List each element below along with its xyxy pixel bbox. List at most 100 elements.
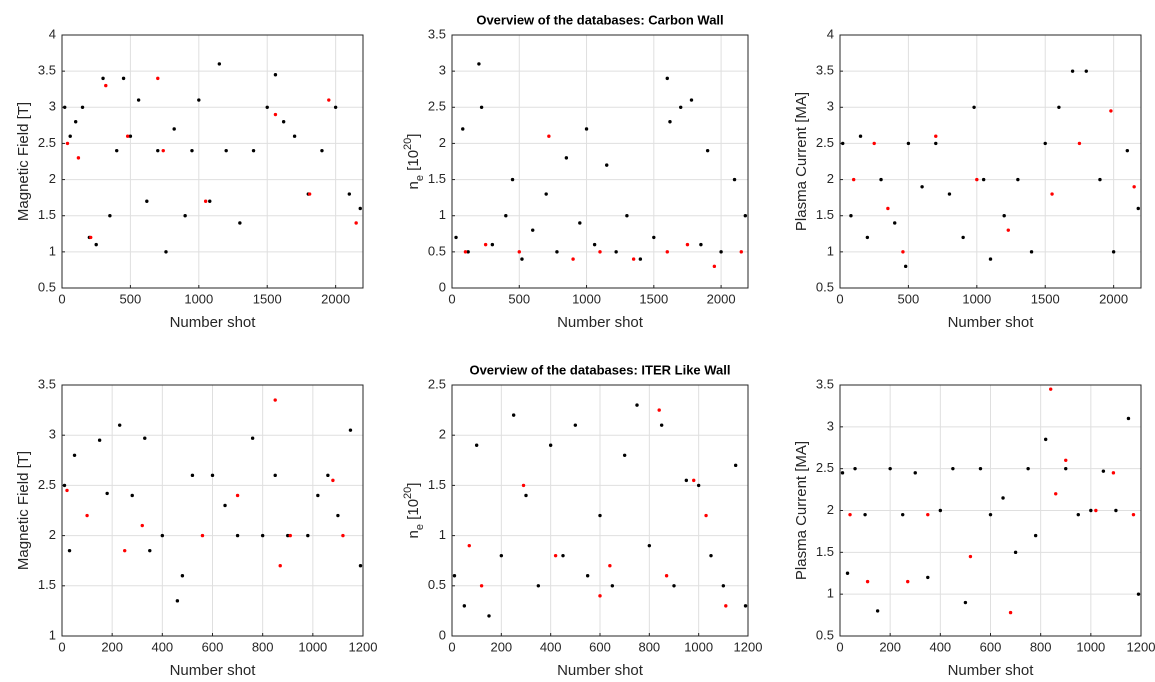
scatter-point (638, 257, 643, 261)
scatter-point (499, 553, 504, 558)
scatter-point (125, 134, 130, 138)
scatter-point (934, 141, 938, 146)
scatter-point (1043, 437, 1048, 442)
scatter-point (934, 134, 938, 138)
scatter-point (347, 192, 352, 196)
scatter-point (614, 250, 618, 254)
scatter-point (85, 513, 89, 518)
scatter-point (273, 112, 278, 117)
scatter-point (483, 242, 488, 247)
scatter-point (913, 471, 917, 475)
scatter-point (63, 105, 67, 109)
x-tick-label: 1000 (1076, 639, 1105, 654)
x-tick-label: 0 (58, 639, 65, 654)
scatter-point (733, 463, 738, 468)
scatter-point (504, 214, 508, 218)
scatter-point (920, 185, 924, 189)
scatter-point (709, 553, 713, 558)
scatter-point (143, 436, 147, 440)
scatter-point (988, 257, 993, 261)
x-tick-label: 400 (540, 639, 562, 654)
scatter-point (292, 134, 297, 138)
scatter-point (260, 533, 265, 538)
scatter-point (975, 177, 979, 182)
y-tick-label: 2.5 (428, 99, 446, 114)
scatter-point (130, 493, 134, 498)
y-tick-label: 2 (827, 502, 834, 517)
y-tick-label: 2 (49, 527, 56, 542)
y-tick-label: 1 (827, 243, 834, 258)
scatter-point (1008, 610, 1013, 615)
scatter-point (689, 98, 694, 102)
scatter-point (172, 127, 176, 131)
scatter-point (848, 512, 852, 517)
scatter-point (1054, 492, 1058, 496)
x-tick-label: 1000 (962, 291, 991, 306)
y-axis-label: Magnetic Field [T] (15, 102, 32, 221)
y-tick-label: 1 (49, 243, 56, 258)
scatter-point (190, 148, 194, 153)
scatter-point (164, 250, 168, 254)
x-tick-label: 0 (448, 639, 455, 654)
scatter-point (705, 148, 710, 153)
scatter-point (348, 428, 353, 432)
plot-area (62, 35, 363, 288)
chart-title: Overview of the databases: ITER Like Wal… (469, 362, 730, 377)
y-tick-label: 3 (827, 99, 834, 114)
scatter-point (635, 403, 639, 407)
scatter-point (631, 257, 636, 261)
y-tick-label: 0 (439, 279, 446, 294)
scatter-point (1109, 109, 1113, 113)
x-tick-label: 1500 (639, 291, 668, 306)
scatter-point (104, 83, 108, 88)
panel: 0 200 400 600 800 1000 1200 0 0.5 1 1.5 2 2.5 Number … (402, 362, 763, 679)
panel: 0 500 1000 1500 2000 0.5 1 1.5 2 2.5 3 3.5 4 Number s… (793, 26, 1142, 331)
scatter-point (853, 466, 857, 471)
y-tick-label: 2.5 (38, 135, 56, 150)
scatter-point (668, 120, 672, 124)
scatter-point (1136, 592, 1141, 596)
scatter-point (180, 574, 185, 578)
scatter-point (1057, 105, 1061, 109)
scatter-point (145, 199, 149, 203)
scatter-point (1026, 466, 1030, 471)
panel: 0 200 400 600 800 1000 1200 1 1.5 2 2.5 3 3.5 Number … (15, 376, 377, 679)
scatter-point (906, 579, 910, 584)
y-tick-label: 3.5 (428, 26, 446, 41)
x-tick-label: 500 (120, 291, 142, 306)
scatter-point (657, 408, 661, 412)
y-label-part: Plasma Current [MA] (793, 92, 810, 231)
y-tick-label: 3 (49, 99, 56, 114)
x-tick-label: 600 (980, 639, 1002, 654)
scatter-point (598, 250, 602, 254)
y-tick-label: 1.5 (816, 544, 834, 559)
scatter-point (327, 98, 331, 102)
scatter-point (474, 443, 479, 447)
scatter-point (462, 604, 467, 608)
axes-box (839, 384, 1142, 637)
x-tick-label: 2000 (321, 291, 350, 306)
scatter-point (845, 571, 850, 575)
scatter-point (281, 120, 286, 124)
y-tick-label: 3.5 (38, 376, 56, 391)
scatter-point (466, 250, 470, 254)
x-tick-label: 400 (929, 639, 951, 654)
scatter-point (851, 177, 856, 182)
y-tick-label: 0.5 (428, 243, 446, 258)
scatter-point (461, 127, 465, 131)
x-axis-label: Number shot (170, 662, 257, 679)
scatter-point (684, 478, 689, 483)
scatter-point (553, 553, 558, 558)
scatter-point (479, 105, 484, 109)
scatter-point (555, 250, 559, 254)
scatter-point (223, 503, 227, 508)
scatter-point (647, 543, 652, 548)
scatter-point (972, 105, 976, 109)
scatter-point (235, 493, 240, 498)
scatter-point (333, 105, 338, 109)
y-tick-label: 2 (827, 171, 834, 186)
x-tick-label: 1200 (734, 639, 763, 654)
scatter-point (841, 141, 845, 146)
x-tick-label: 800 (252, 639, 274, 654)
